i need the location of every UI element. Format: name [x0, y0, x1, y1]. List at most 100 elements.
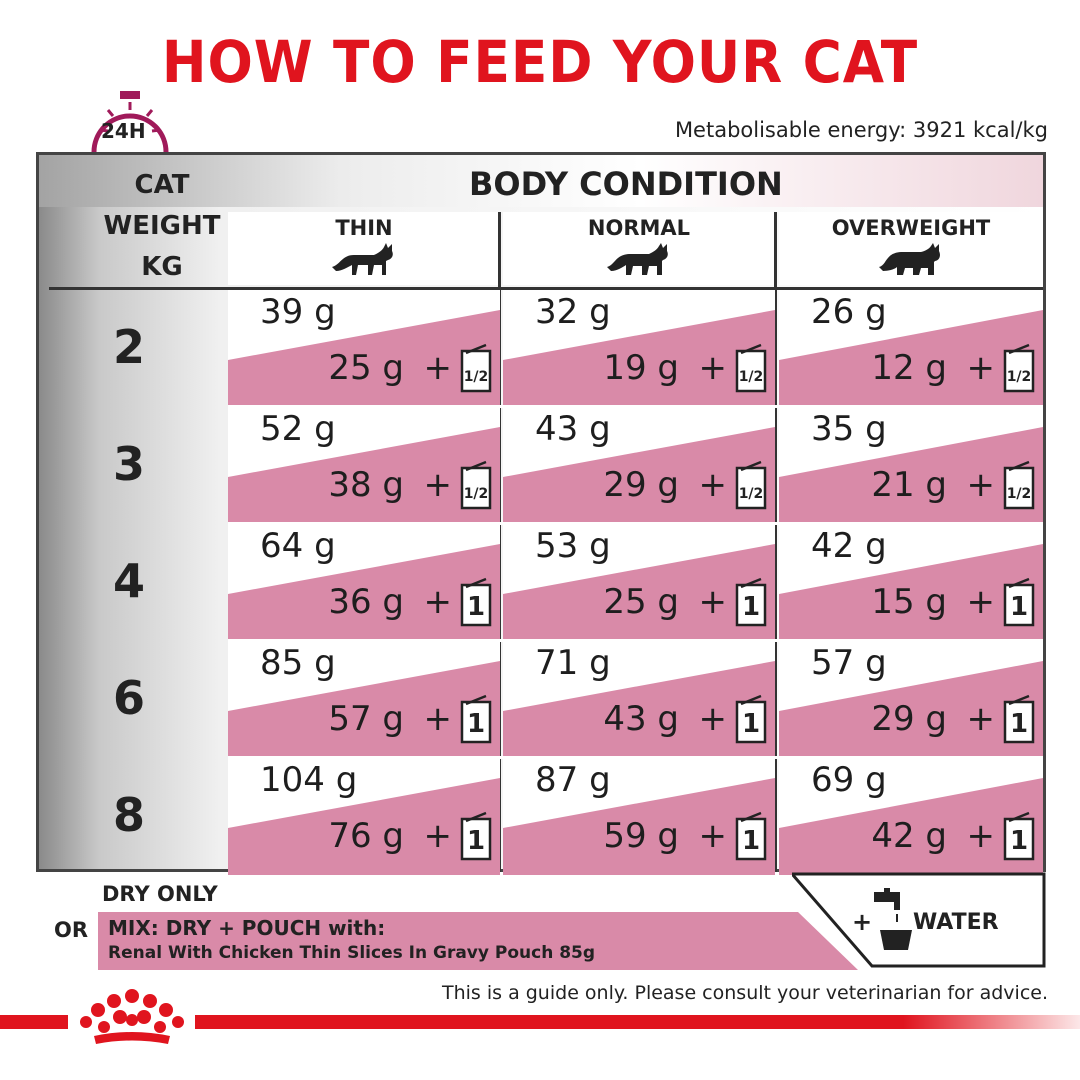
mix-dry-amount: 36 g [328, 582, 404, 622]
pouch-icon: 1 [735, 577, 767, 627]
feeding-cell: 85 g 57 g +1 [228, 641, 500, 758]
feeding-table: CAT WEIGHT KG BODY CONDITION THIN NORMAL… [36, 152, 1046, 875]
royal-canin-crown-icon [80, 989, 184, 1044]
mix-dry-amount: 76 g [328, 816, 404, 856]
pouch-quantity: 1 [742, 592, 760, 622]
mix-dry-amount: 59 g [603, 816, 679, 856]
body-condition-header: BODY CONDITION [469, 165, 783, 203]
water-tap-icon [874, 888, 912, 950]
column-header-overweight: OVERWEIGHT [779, 212, 1043, 285]
pouch-quantity: 1/2 [464, 369, 489, 385]
pouch-icon: 1 [460, 577, 492, 627]
brand-bar-right [195, 1015, 1080, 1029]
pouch-quantity: 1 [1010, 709, 1028, 739]
legend-or: OR [54, 918, 89, 942]
plus-sign: + [423, 699, 453, 739]
mix-band [503, 544, 775, 641]
plus-sign: + [423, 465, 453, 505]
dry-only-amount: 43 g [535, 409, 611, 449]
mix-band [779, 310, 1043, 407]
pouch-quantity: 1/2 [1007, 369, 1032, 385]
pouch-quantity: 1 [467, 592, 485, 622]
pouch-icon: 1/2 [1003, 460, 1035, 510]
column-header-normal: NORMAL [503, 212, 775, 285]
feeding-cell: 57 g 29 g +1 [779, 641, 1043, 758]
brand-bar-left [0, 1015, 68, 1029]
pouch-icon: 1/2 [735, 460, 767, 510]
mix-dry-amount: 29 g [871, 699, 947, 739]
mix-dry-amount: 29 g [603, 465, 679, 505]
pouch-icon: 1/2 [460, 343, 492, 393]
mix-dry-amount: 42 g [871, 816, 947, 856]
pouch-quantity: 1 [1010, 826, 1028, 856]
cat-icon [879, 243, 940, 275]
feeding-cell: 43 g 29 g +1/2 [503, 407, 775, 524]
weight-label: 4 [112, 554, 145, 608]
weight-label: 6 [112, 671, 145, 725]
pouch-icon: 1/2 [1003, 343, 1035, 393]
table-header-band [39, 155, 1043, 207]
pouch-quantity: 1 [742, 709, 760, 739]
mix-band [503, 310, 775, 407]
dry-only-amount: 32 g [535, 292, 611, 332]
pouch-icon: 1/2 [460, 460, 492, 510]
pouch-quantity: 1 [742, 826, 760, 856]
feeding-cell: 35 g 21 g +1/2 [779, 407, 1043, 524]
dry-only-amount: 104 g [260, 760, 358, 800]
pouch-quantity: 1/2 [1007, 486, 1032, 502]
cat-icon [332, 243, 393, 275]
pouch-icon: 1 [735, 694, 767, 744]
dry-only-amount: 53 g [535, 526, 611, 566]
plus-sign: + [966, 582, 996, 622]
column-header-label: NORMAL [587, 216, 691, 240]
mix-band [228, 661, 500, 758]
plus-sign: + [698, 699, 728, 739]
plus-sign: + [423, 348, 453, 388]
mix-band [779, 778, 1043, 875]
pouch-icon: 1/2 [735, 343, 767, 393]
mix-band [503, 661, 775, 758]
dry-only-amount: 26 g [811, 292, 887, 332]
mix-band [228, 427, 500, 524]
mix-band [779, 427, 1043, 524]
water-legend-box [792, 872, 1046, 968]
feeding-cell: 52 g 38 g +1/2 [228, 407, 500, 524]
legend-mix-line1: MIX: DRY + POUCH with: [108, 916, 386, 940]
mix-dry-amount: 12 g [871, 348, 947, 388]
pouch-icon: 1 [1003, 694, 1035, 744]
weight-label: 2 [112, 320, 145, 374]
pouch-icon: 1 [460, 694, 492, 744]
pouch-quantity: 1 [467, 826, 485, 856]
feeding-cell: 64 g 36 g +1 [228, 524, 500, 641]
legend-dry-only: DRY ONLY [102, 882, 218, 906]
feeding-cell: 69 g 42 g +1 [779, 758, 1043, 875]
row-divider [228, 639, 1043, 642]
dry-only-amount: 42 g [811, 526, 887, 566]
dry-only-amount: 71 g [535, 643, 611, 683]
disclaimer: This is a guide only. Please consult you… [441, 982, 1048, 1004]
feeding-cell: 53 g 25 g +1 [503, 524, 775, 641]
pouch-quantity: 1/2 [739, 369, 764, 385]
column-header-label: OVERWEIGHT [831, 216, 991, 240]
column-header-label: THIN [335, 216, 393, 240]
clock-icon [91, 91, 169, 153]
header-divider [49, 287, 1043, 290]
mix-dry-amount: 19 g [603, 348, 679, 388]
pouch-icon: 1 [1003, 811, 1035, 861]
dry-only-amount: 69 g [811, 760, 887, 800]
feeding-cell: 26 g 12 g +1/2 [779, 290, 1043, 407]
weight-label: 8 [112, 788, 145, 842]
plus-sign: + [698, 348, 728, 388]
energy-value: Metabolisable energy: 3921 kcal/kg [674, 118, 1048, 142]
column-header-thin: THIN [228, 212, 500, 285]
feeding-cell: 104 g 76 g +1 [228, 758, 500, 875]
dry-only-amount: 57 g [811, 643, 887, 683]
water-plus: + [852, 908, 873, 936]
dry-only-amount: 64 g [260, 526, 336, 566]
dry-only-amount: 85 g [260, 643, 336, 683]
cat-weight-header-line: CAT [134, 170, 190, 200]
pouch-icon: 1 [1003, 577, 1035, 627]
feeding-cell: 87 g 59 g +1 [503, 758, 775, 875]
plus-sign: + [966, 699, 996, 739]
pouch-quantity: 1/2 [739, 486, 764, 502]
